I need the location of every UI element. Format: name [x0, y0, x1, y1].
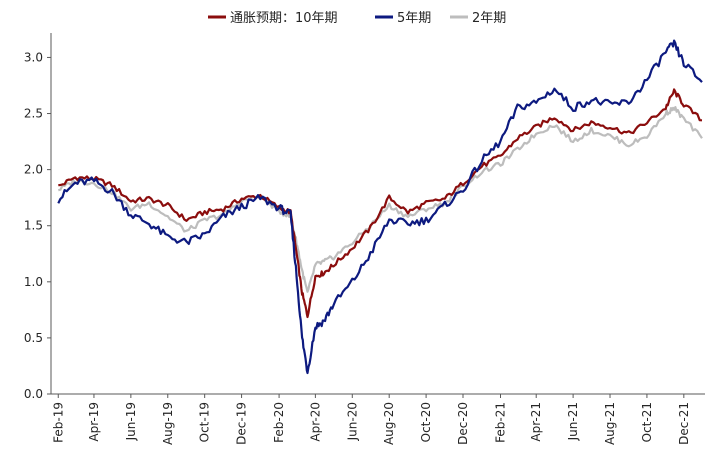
y-axis: 0.0 0.5 1.0 1.5 2.0 2.5 3.0 [24, 33, 52, 401]
x-tick-label: Oct-20 [419, 402, 433, 442]
x-tick-label: Aug-21 [603, 402, 617, 445]
x-tick-label: Jun-21 [566, 402, 580, 441]
legend-label: 5年期 [397, 11, 431, 26]
y-tick-label: 0.0 [24, 387, 43, 401]
series-line-0 [58, 88, 703, 319]
y-tick-label: 1.0 [24, 275, 43, 289]
x-tick-label: Oct-21 [640, 402, 654, 442]
legend-label: 2年期 [472, 11, 506, 26]
x-axis: Feb-19 Apr-19 Jun-19 Aug-19 Oct-19 Dec-19 Feb-… [51, 393, 705, 445]
y-tick-label: 2.0 [24, 163, 43, 177]
legend: 通胀预期：10年期 5年期 2年期 [208, 11, 506, 26]
series-line-2 [58, 106, 703, 293]
y-tick-label: 2.5 [24, 107, 43, 121]
series-line-1 [57, 39, 703, 375]
x-tick-label: Dec-21 [677, 402, 691, 445]
x-tick-label: Dec-19 [235, 402, 249, 445]
x-tick-label: Oct-19 [198, 402, 212, 442]
plot-area [57, 39, 703, 375]
x-tick-label: Aug-20 [382, 402, 396, 445]
x-tick-label: Feb-21 [494, 402, 508, 443]
x-tick-label: Feb-19 [51, 402, 65, 443]
x-tick-label: Dec-20 [456, 402, 470, 445]
x-tick-label: Apr-20 [308, 402, 322, 442]
y-tick-label: 3.0 [24, 50, 43, 64]
x-tick-label: Feb-20 [272, 402, 286, 443]
legend-label: 通胀预期：10年期 [230, 11, 338, 26]
x-tick-label: Jun-20 [345, 402, 359, 441]
x-tick-label: Aug-19 [161, 402, 175, 445]
x-tick-label: Jun-19 [124, 402, 138, 441]
y-tick-label: 1.5 [24, 219, 43, 233]
x-tick-label: Apr-21 [529, 402, 543, 442]
x-tick-label: Apr-19 [87, 402, 101, 442]
y-tick-label: 0.5 [24, 331, 43, 345]
